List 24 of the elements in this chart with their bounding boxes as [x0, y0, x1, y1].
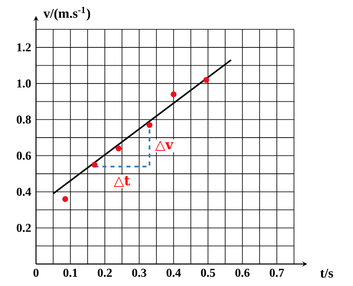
- x-tick-label: 0.4: [166, 268, 181, 277]
- point: [203, 76, 210, 83]
- y-tick-label: 1.2: [17, 43, 31, 52]
- x-tick-label: 0.7: [270, 268, 284, 277]
- y-tick-label: 0.8: [16, 116, 31, 124]
- x-tick-label: 0: [33, 268, 39, 277]
- y-tick-label: 0.4: [16, 188, 32, 196]
- point: [92, 162, 98, 168]
- x-tick-label: 0.1: [63, 268, 78, 277]
- point: [170, 91, 177, 98]
- y-tick-label: 0.2: [16, 224, 31, 232]
- x-tick-label: 0.3: [132, 268, 146, 277]
- y-tick-label: 1.0: [17, 79, 31, 88]
- x-axis-title: t/s: [320, 268, 334, 278]
- y-axis-title: v/(m.s$^{-1}$): [43, 6, 90, 21]
- point: [146, 122, 152, 128]
- x-tick-label: 0.2: [98, 268, 112, 277]
- x-tick-label: 0.6: [235, 268, 250, 277]
- annotation: △t: [114, 176, 130, 187]
- y-tick-label: 0.6: [16, 152, 31, 160]
- point: [116, 146, 122, 152]
- x-tick-label: 0.5: [200, 268, 216, 277]
- point: [62, 196, 68, 202]
- annotation: △v: [155, 140, 174, 151]
